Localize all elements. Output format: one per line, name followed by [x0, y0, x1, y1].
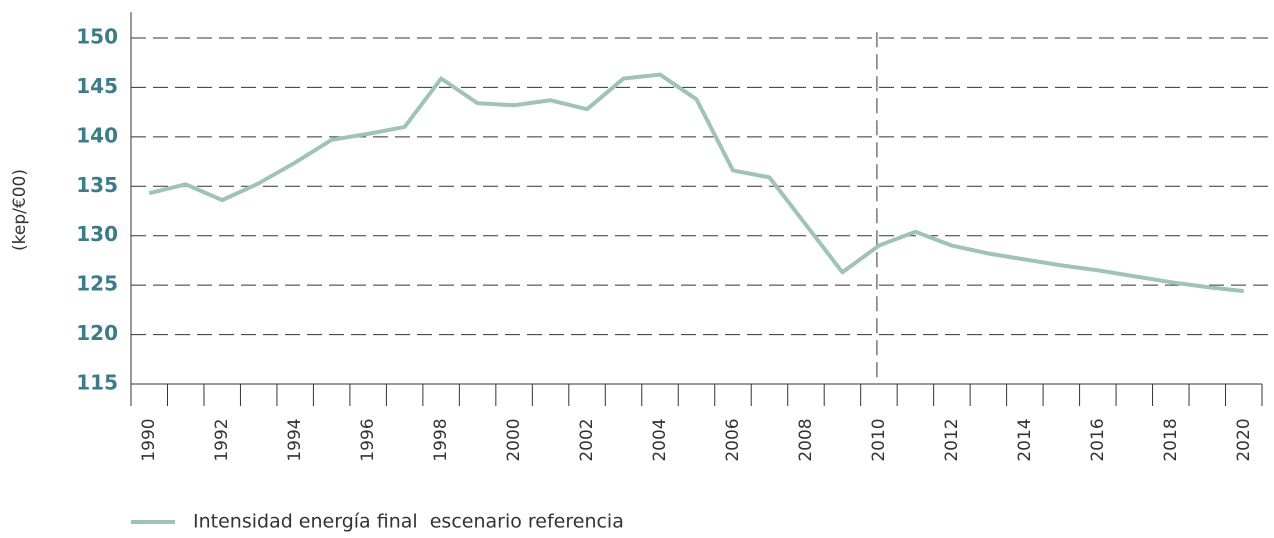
x-tick-label: 2016	[1088, 418, 1108, 461]
y-tick-label: 140	[76, 123, 118, 147]
x-tick-label: 2008	[796, 418, 816, 461]
x-tick-label: 2018	[1161, 418, 1181, 461]
series-line	[148, 72, 1244, 294]
x-tick-label: 2000	[504, 418, 524, 461]
x-tick-label: 2006	[723, 418, 743, 461]
x-tick-label: 2020	[1234, 418, 1254, 461]
legend-label: Intensidad energía final escenario refer…	[193, 511, 624, 533]
x-tick-label: 2014	[1015, 418, 1035, 461]
x-tick-label: 1994	[285, 418, 305, 461]
x-tick-label: 1990	[139, 418, 159, 461]
x-tick-label: 2004	[650, 418, 670, 461]
x-tick-label: 2010	[869, 418, 889, 461]
y-tick-label: 125	[76, 272, 118, 296]
y-tick-label: 130	[76, 222, 118, 246]
y-axis-label: (kep/€00)	[10, 169, 30, 251]
y-tick-label: 120	[76, 321, 118, 345]
x-tick-label: 1992	[212, 418, 232, 461]
y-tick-label: 115	[76, 371, 118, 395]
y-tick-label: 135	[76, 173, 118, 197]
x-tick-label: 1998	[431, 418, 451, 461]
x-tick-label: 2012	[942, 418, 962, 461]
y-tick-label: 150	[76, 25, 118, 49]
x-tick-label: 1996	[358, 418, 378, 461]
y-tick-label: 145	[76, 74, 118, 98]
x-tick-label: 2002	[577, 418, 597, 461]
